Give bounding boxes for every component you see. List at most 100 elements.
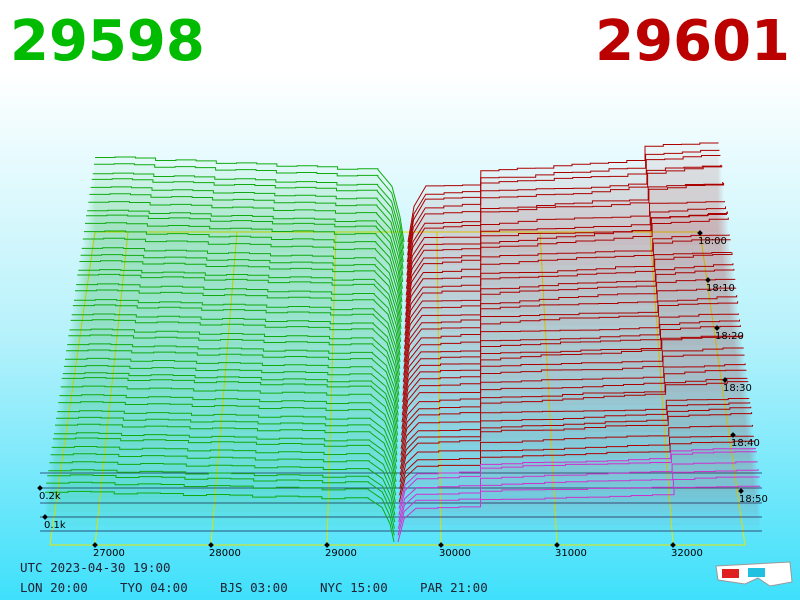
bid-depth-line: [49, 461, 396, 516]
price-grid-line: [649, 231, 674, 546]
ask-depth-line: [407, 154, 721, 256]
bid-depth-line: [79, 260, 402, 336]
ask-depth-line: [403, 295, 738, 376]
bid-depth-line: [58, 401, 398, 463]
time-tick-label: 18:30: [723, 383, 752, 394]
ask-depth-line: [402, 301, 739, 383]
price-grid-line: [94, 231, 129, 546]
glasses-icon: [715, 561, 793, 587]
tick-marker: [738, 488, 744, 494]
utc-time: UTC 2023-04-30 19:00: [20, 560, 171, 575]
bid-depth-line: [59, 394, 398, 456]
bid-depth-line: [60, 385, 398, 449]
tick-marker: [697, 230, 703, 236]
ask-depth-line: [399, 402, 751, 469]
tick-marker: [42, 514, 48, 520]
bid-depth-line: [53, 432, 397, 489]
bid-depth-line: [72, 304, 401, 376]
bid-depth-line: [95, 156, 405, 243]
bid-depth-line: [52, 437, 397, 496]
bid-depth-line: [82, 237, 403, 316]
city-clock: TYO 04:00: [120, 580, 188, 595]
ask-depth-line: [401, 363, 746, 436]
ask-depth-line: [405, 211, 728, 309]
price-tick-label: 27000: [93, 548, 125, 559]
price-grid-line: [436, 231, 442, 546]
price-tick-label: 31000: [555, 548, 587, 559]
price-grid-line: [326, 231, 337, 546]
ask-depth-line: [406, 165, 723, 269]
floor-outline: [49, 231, 746, 546]
ask-depth-line: [401, 335, 743, 416]
bid-depth-line: [65, 357, 399, 423]
city-clock: PAR 21:00: [420, 580, 488, 595]
bid-depth-line: [69, 328, 400, 396]
bid-depth-line: [73, 299, 401, 369]
tick-marker: [722, 377, 728, 383]
ask-depth-line: [399, 412, 753, 483]
axis-labels: 27000 28000 29000 30000 31000 32000 18:00 18:10…: [37, 230, 768, 559]
tick-marker: [208, 542, 214, 548]
bid-depth-line: [48, 469, 396, 523]
city-clock: NYC 15:00: [320, 580, 388, 595]
bid-depth-line: [47, 474, 395, 529]
time-tick-label: 18:40: [731, 438, 760, 449]
ask-depth-line: [404, 239, 731, 329]
ask-depth-line: [400, 369, 747, 443]
bid-depth-line: [76, 283, 401, 356]
city-clock: LON 20:00: [20, 580, 88, 595]
ask-depth-line: [407, 142, 719, 243]
ask-depth-line: [399, 424, 753, 489]
volume-tick-label: 0.1k: [44, 520, 66, 531]
ask-depth-line: [400, 381, 749, 456]
ask-depth-line: [400, 377, 748, 449]
bid-depth-line: [75, 289, 401, 363]
tick-marker: [324, 542, 330, 548]
bid-depth-line: [63, 365, 399, 429]
ask-price: 29601: [595, 9, 790, 74]
ask-depth-line: [406, 182, 724, 276]
bid-depth-line: [90, 186, 404, 269]
time-tick-label: 18:10: [706, 283, 735, 294]
ask-depth-line: [397, 469, 759, 529]
ask-depth-line: [406, 182, 725, 283]
bid-depth-line: [45, 490, 395, 543]
tick-marker: [714, 325, 720, 331]
bid-depth-line: [68, 334, 400, 403]
bid-depth-line: [70, 319, 400, 389]
bid-depth-line: [66, 349, 399, 416]
bid-depth-line: [78, 269, 402, 343]
ask-depth-line: [403, 268, 735, 356]
bid-depth-line: [62, 372, 399, 436]
bid-depth-line: [92, 172, 405, 256]
tick-marker: [92, 542, 98, 548]
tick-marker: [730, 432, 736, 438]
price-tick-label: 30000: [439, 548, 471, 559]
ask-depth-line: [406, 164, 722, 263]
ask-depth-line: [405, 201, 725, 289]
ask-depth-line: [403, 278, 736, 363]
bid-depth-line: [56, 416, 397, 476]
bid-depth-line: [61, 377, 398, 443]
ask-depth-line: [399, 406, 752, 476]
ask-depth-line: [399, 435, 754, 496]
ask-depth-line: [403, 287, 737, 369]
price-tick-label: 32000: [671, 548, 703, 559]
ask-depth-line: [405, 217, 729, 316]
bid-depth-line: [89, 193, 404, 276]
ask-depth-line: [404, 252, 732, 336]
depth-rows: [45, 142, 761, 543]
bid-depth-line: [51, 446, 396, 503]
volume-tick-label: 0.2k: [39, 491, 61, 502]
ask-depth-line: [407, 149, 720, 249]
ask-depth-line: [404, 234, 730, 323]
ask-depth-line: [401, 347, 744, 423]
ask-depth-line: [400, 398, 750, 463]
city-clock: BJS 03:00: [220, 580, 288, 595]
ask-depth-line: [398, 447, 756, 509]
bid-depth-line: [91, 178, 404, 263]
tick-marker: [554, 542, 560, 548]
ask-depth-line: [401, 334, 742, 409]
bid-depth-line: [83, 230, 403, 309]
